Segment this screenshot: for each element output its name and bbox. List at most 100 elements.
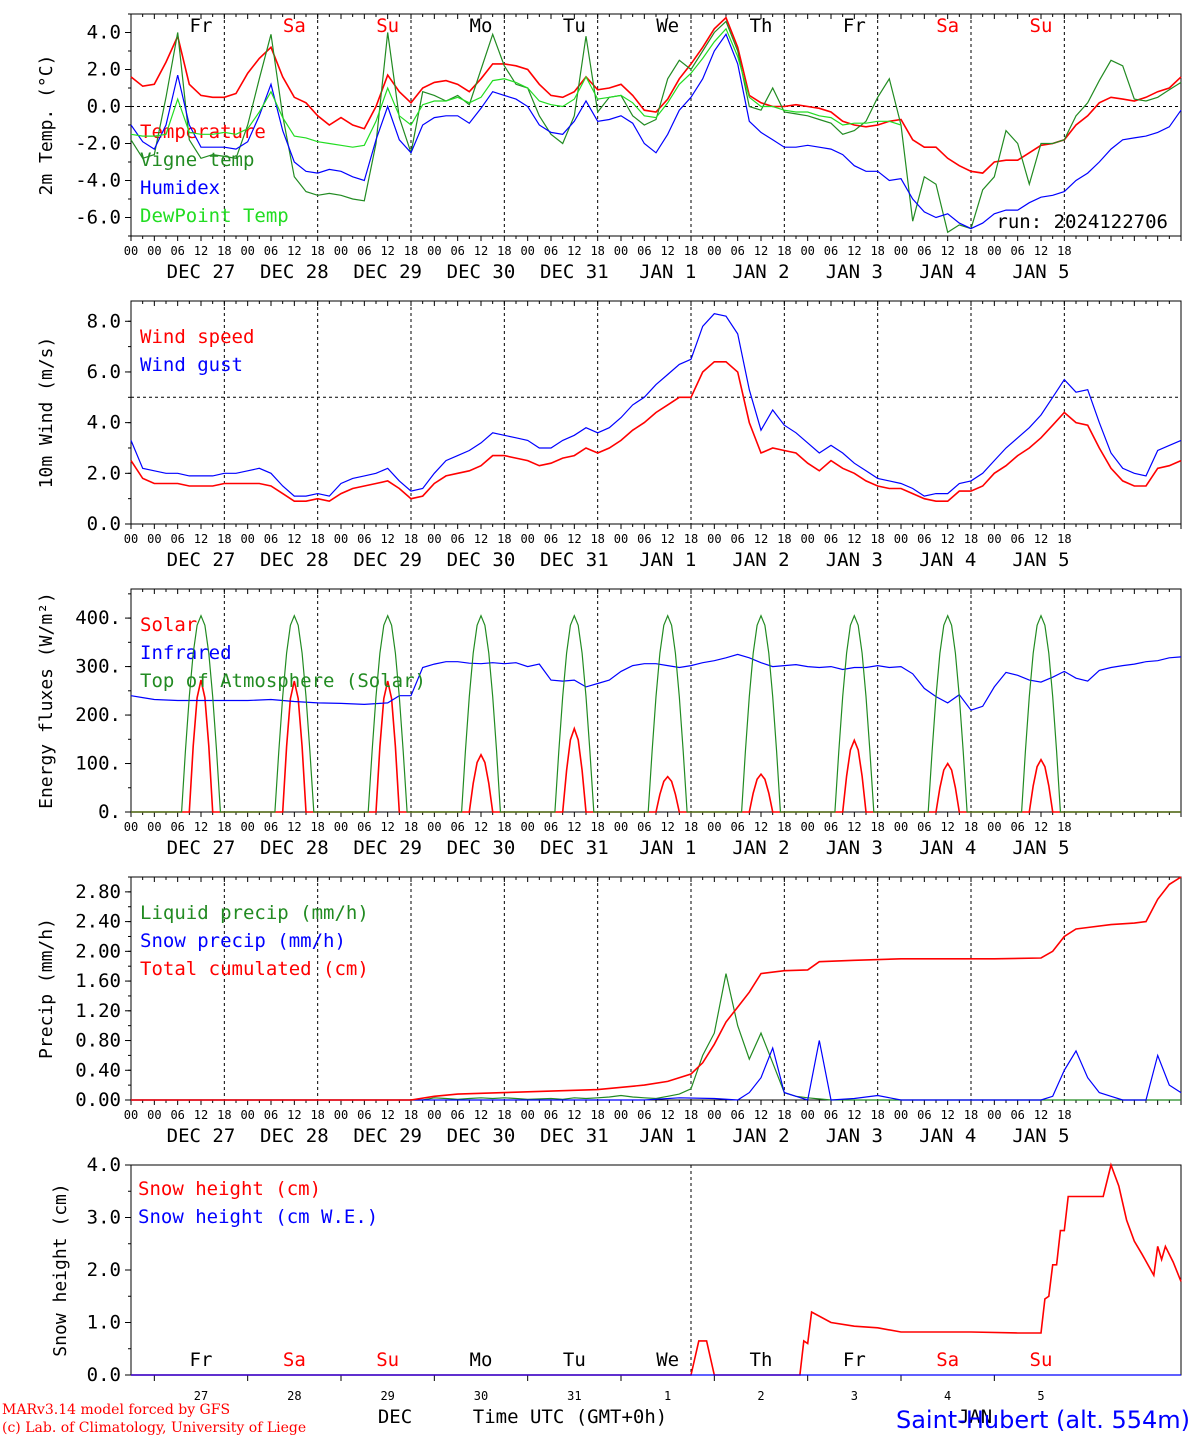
hour-tick-label: 12 [474, 1108, 488, 1122]
hour-tick-label: 18 [404, 820, 418, 834]
hour-tick-label: 12 [940, 1108, 954, 1122]
y-tick-label: 100. [75, 753, 121, 775]
hour-tick-label: 06 [170, 820, 184, 834]
weekday-label: Th [750, 1349, 773, 1371]
hour-tick-label: 00 [800, 1108, 814, 1122]
hour-tick-label: 18 [497, 1108, 511, 1122]
hour-tick-label: 12 [474, 244, 488, 258]
hour-tick-label: 06 [544, 244, 558, 258]
hour-tick-label: 18 [870, 820, 884, 834]
hour-tick-label: 18 [684, 244, 698, 258]
weekday-label: Su [1030, 1349, 1053, 1371]
hour-tick-label: 12 [1034, 244, 1048, 258]
hour-tick-label: 00 [707, 820, 721, 834]
month-label: DEC [378, 1406, 412, 1428]
series-line-total-cumulated-cm- [131, 876, 1182, 1101]
weekday-label: Su [376, 15, 399, 37]
panel-snow: 4.0 3.0 2.0 1.0 0.0 Snow height (cm) 27 Fr 28 Sa 2… [50, 1154, 1182, 1403]
hour-tick-label: 06 [824, 1108, 838, 1122]
hour-tick-label: 00 [240, 244, 254, 258]
hour-tick-label: 00 [800, 820, 814, 834]
hour-tick-label: 06 [824, 244, 838, 258]
date-label: DEC 28 [260, 1125, 329, 1147]
date-label: DEC 29 [353, 261, 422, 283]
hour-tick-label: 18 [1057, 532, 1071, 546]
weekday-label: Fr [843, 15, 866, 37]
hour-tick-label: 18 [590, 1108, 604, 1122]
hour-tick-label: 12 [660, 532, 674, 546]
hour-tick-label: 00 [427, 244, 441, 258]
y-tick-label: 1.20 [75, 1000, 121, 1022]
hour-tick-label: 06 [264, 820, 278, 834]
date-label: DEC 27 [167, 1125, 236, 1147]
hour-tick-label: 18 [964, 244, 978, 258]
date-label: DEC 30 [447, 837, 516, 859]
hour-tick-label: 18 [310, 820, 324, 834]
hour-tick-label: 12 [847, 244, 861, 258]
hour-tick-label: 06 [170, 532, 184, 546]
hour-tick-label: 12 [847, 1108, 861, 1122]
hour-tick-label: 00 [334, 1108, 348, 1122]
legend-entry: DewPoint Temp [140, 205, 289, 227]
y-tick-label: -2.0 [75, 133, 121, 155]
hour-tick-label: 00 [240, 820, 254, 834]
hour-tick-label: 06 [357, 820, 371, 834]
hour-tick-label: 00 [427, 820, 441, 834]
hour-tick-label: 00 [240, 1108, 254, 1122]
hour-tick-label: 00 [894, 244, 908, 258]
hour-tick-label: 18 [404, 1108, 418, 1122]
hour-tick-label: 06 [917, 532, 931, 546]
hour-tick-label: 06 [264, 244, 278, 258]
hour-tick-label: 06 [170, 1108, 184, 1122]
y-tick-label: 0.0 [87, 96, 121, 118]
series-line-top-of-atmosphere-solar- [131, 614, 1181, 813]
weekday-label: Fr [843, 1349, 866, 1371]
date-label: JAN 5 [1012, 261, 1069, 283]
date-label: JAN 2 [732, 261, 789, 283]
hour-tick-label: 12 [567, 820, 581, 834]
y-axis-label: 10m Wind (m/s) [36, 337, 57, 489]
day-number-label: 3 [851, 1389, 858, 1403]
station-name: Saint-Hubert (alt. 554m) [896, 1406, 1190, 1434]
hour-tick-label: 00 [614, 532, 628, 546]
hour-tick-label: 00 [520, 244, 534, 258]
hour-tick-label: 12 [380, 532, 394, 546]
date-label: DEC 31 [540, 1125, 609, 1147]
weekday-label: We [656, 15, 679, 37]
hour-tick-label: 06 [264, 532, 278, 546]
series-line-wind-gust [130, 313, 1182, 497]
hour-tick-label: 12 [567, 1108, 581, 1122]
series-line-wind-speed [130, 361, 1182, 503]
weekday-label: Sa [283, 1349, 306, 1371]
y-axis-label: Snow height (cm) [50, 1183, 71, 1356]
hour-tick-label: 00 [987, 244, 1001, 258]
y-tick-label: 300. [75, 656, 121, 678]
hour-tick-label: 18 [217, 244, 231, 258]
weekday-label: Fr [190, 1349, 213, 1371]
hour-tick-label: 00 [614, 244, 628, 258]
y-tick-label: 2.0 [87, 462, 121, 484]
hour-tick-label: 00 [520, 820, 534, 834]
y-axis-label: Energy fluxes (W/m²) [36, 592, 57, 809]
hour-tick-label: 00 [334, 820, 348, 834]
series-line-humidex [130, 33, 1182, 230]
date-label: JAN 4 [919, 549, 976, 571]
legend-entry: Wind gust [140, 354, 243, 376]
weekday-label: We [656, 1349, 679, 1371]
date-label: DEC 30 [447, 1125, 516, 1147]
hour-tick-label: 18 [497, 532, 511, 546]
date-label: DEC 31 [540, 549, 609, 571]
series-line-vigne-temp [130, 20, 1182, 234]
hour-tick-label: 06 [917, 1108, 931, 1122]
hour-tick-label: 12 [940, 820, 954, 834]
hour-tick-label: 00 [334, 244, 348, 258]
day-number-label: 28 [287, 1389, 301, 1403]
hour-tick-label: 18 [684, 532, 698, 546]
hour-tick-label: 06 [357, 244, 371, 258]
weekday-label: Sa [936, 1349, 959, 1371]
hour-tick-label: 00 [987, 1108, 1001, 1122]
hour-tick-label: 18 [870, 532, 884, 546]
hour-tick-label: 00 [707, 532, 721, 546]
hour-tick-label: 12 [287, 820, 301, 834]
y-tick-label: 0.0 [87, 513, 121, 535]
